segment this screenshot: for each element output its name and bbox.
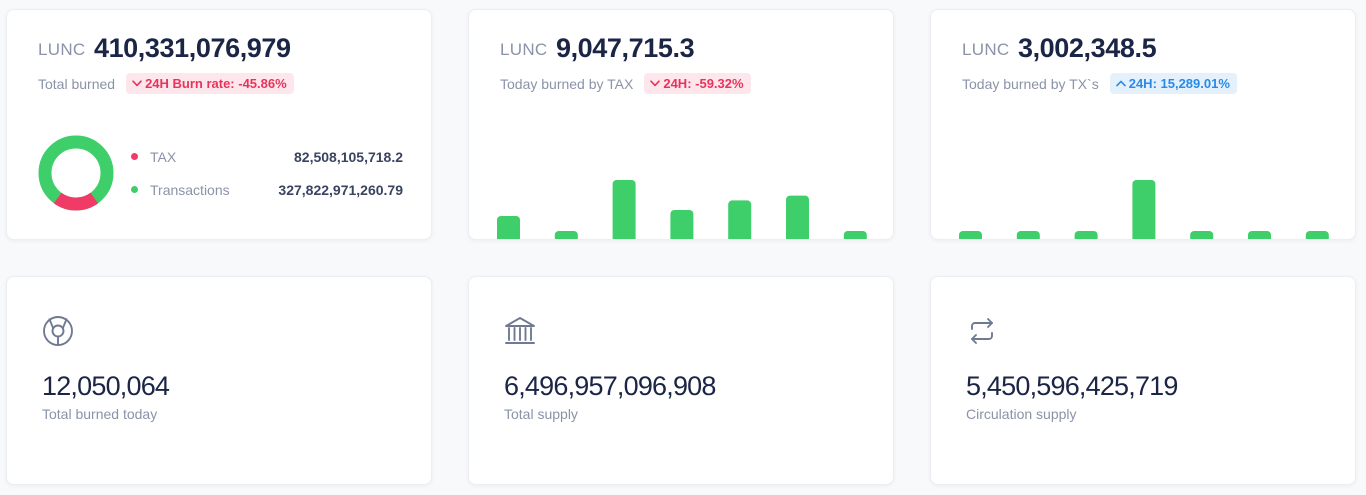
total-burned-header: LUNC 410,331,076,979 — [38, 33, 291, 64]
legend-value-transactions: 327,822,971,260.79 — [278, 181, 403, 198]
tx-change-badge: 24H: 15,289.01% — [1109, 73, 1237, 94]
tax-burn-bar-chart — [497, 180, 867, 239]
donut-segment-transactions — [38, 135, 114, 211]
tax-burned-label: Today burned by TAX — [500, 75, 634, 92]
total-burned-label: Total burned — [38, 75, 116, 92]
legend-label-transactions: Transactions — [150, 181, 230, 198]
tx-burn-bar — [959, 231, 982, 239]
legend-item-tax: TAX 82,508,105,718.2 — [131, 140, 403, 173]
stat-value: 6,496,957,096,908 — [504, 371, 716, 401]
tax-burned-header: LUNC 9,047,715.3 — [500, 33, 695, 64]
chevron-down-icon — [132, 78, 142, 90]
tax-burn-bar — [554, 231, 578, 239]
legend-label-tax: TAX — [150, 148, 177, 165]
burn-cycle-icon — [41, 314, 75, 353]
total-burned-today-card: 12,050,064 Total burned today — [6, 276, 432, 485]
tx-burn-bar — [1305, 231, 1329, 239]
tx-change-text: 24H: 15,289.01% — [1128, 76, 1230, 91]
stat-label: Total burned today — [42, 406, 158, 422]
stat-label: Circulation supply — [966, 406, 1077, 422]
currency-unit: LUNC — [962, 40, 1010, 59]
tax-burned-value: 9,047,715.3 — [555, 33, 695, 63]
tx-burn-bar — [1132, 180, 1156, 239]
exchange-arrows-icon — [965, 314, 999, 353]
legend-value-tax: 82,508,105,718.2 — [294, 148, 403, 165]
burn-breakdown-donut-chart — [38, 135, 114, 211]
legend-dot-transactions — [131, 186, 138, 193]
tx-burn-bar — [1248, 231, 1271, 239]
tax-burn-bar — [843, 231, 867, 239]
chevron-down-icon — [650, 78, 661, 90]
bank-icon — [503, 314, 537, 353]
tx-burn-bar — [1074, 231, 1098, 239]
tax-burn-bar — [786, 195, 809, 239]
total-supply-card: 6,496,957,096,908 Total supply — [468, 276, 894, 485]
total-burned-value: 410,331,076,979 — [93, 33, 291, 63]
tax-change-badge: 24H: -59.32% — [644, 73, 751, 94]
tx-burned-header: LUNC 3,002,348.5 — [962, 33, 1157, 64]
tx-burned-label: Today burned by TX`s — [962, 75, 1099, 92]
tax-burn-bar — [497, 216, 520, 239]
tx-burn-bar-chart — [959, 180, 1329, 239]
legend-dot-tax — [131, 153, 138, 160]
tax-change-text: 24H: -59.32% — [663, 76, 744, 91]
tx-burn-bar — [1016, 231, 1040, 239]
tx-burned-value: 3,002,348.5 — [1017, 33, 1157, 63]
stat-value: 12,050,064 — [42, 371, 170, 401]
currency-unit: LUNC — [500, 40, 548, 59]
donut-segment-tax — [38, 135, 114, 211]
tax-burned-card: LUNC 9,047,715.3 Today burned by TAX 24H… — [468, 9, 894, 240]
total-burned-card: LUNC 410,331,076,979 Total burned 24H Bu… — [6, 9, 432, 240]
circulation-supply-card: 5,450,596,425,719 Circulation supply — [930, 276, 1356, 485]
tx-burned-card: LUNC 3,002,348.5 Today burned by TX`s 24… — [930, 9, 1356, 240]
burn-rate-text: 24H Burn rate: -45.86% — [145, 76, 287, 91]
tax-burn-bar — [670, 210, 694, 239]
tx-burn-bar — [1190, 231, 1214, 239]
currency-unit: LUNC — [38, 40, 86, 59]
burn-breakdown-legend: TAX 82,508,105,718.2 Transactions 327,82… — [131, 140, 403, 206]
tax-burn-bar — [612, 180, 636, 239]
stat-value: 5,450,596,425,719 — [966, 371, 1178, 401]
legend-item-transactions: Transactions 327,822,971,260.79 — [131, 173, 403, 206]
burn-rate-badge: 24H Burn rate: -45.86% — [126, 73, 294, 94]
tax-burn-bar — [728, 200, 752, 239]
chevron-up-icon — [1115, 78, 1126, 90]
stat-label: Total supply — [504, 406, 578, 422]
